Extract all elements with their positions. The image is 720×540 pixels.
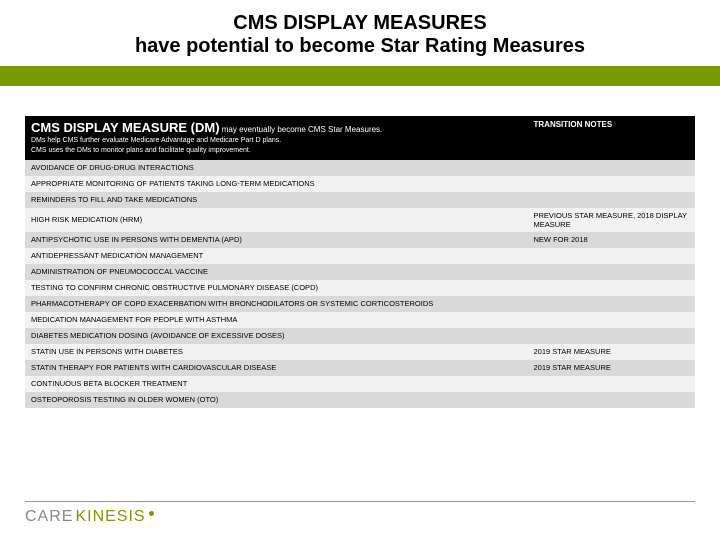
table-row: MEDICATION MANAGEMENT FOR PEOPLE WITH AS… xyxy=(25,312,695,328)
header-desc1: DMs help CMS further evaluate Medicare A… xyxy=(31,137,522,145)
footer: CARE KINESIS xyxy=(25,501,695,526)
logo: CARE KINESIS xyxy=(25,508,695,526)
footer-divider xyxy=(25,501,695,502)
measure-cell: ANTIDEPRESSANT MEDICATION MANAGEMENT xyxy=(25,248,528,264)
note-cell: 2019 STAR MEASURE xyxy=(528,344,696,360)
note-cell xyxy=(528,376,696,392)
logo-part1: CARE xyxy=(25,508,73,526)
measure-cell: CONTINUOUS BETA BLOCKER TREATMENT xyxy=(25,376,528,392)
table-row: STATIN USE IN PERSONS WITH DIABETES2019 … xyxy=(25,344,695,360)
measure-cell: MEDICATION MANAGEMENT FOR PEOPLE WITH AS… xyxy=(25,312,528,328)
logo-part2: KINESIS xyxy=(75,508,145,526)
measure-cell: PHARMACOTHERAPY OF COPD EXACERBATION WIT… xyxy=(25,296,528,312)
table-row: AVOIDANCE OF DRUG-DRUG INTERACTIONS xyxy=(25,160,695,176)
table-row: ANTIPSYCHOTIC USE IN PERSONS WITH DEMENT… xyxy=(25,232,695,248)
note-cell xyxy=(528,248,696,264)
table-body: AVOIDANCE OF DRUG-DRUG INTERACTIONSAPPRO… xyxy=(25,160,695,408)
title-block: CMS DISPLAY MEASURES have potential to b… xyxy=(0,0,720,66)
measures-table: CMS DISPLAY MEASURE (DM) may eventually … xyxy=(25,116,695,408)
table-row: OSTEOPOROSIS TESTING IN OLDER WOMEN (OTO… xyxy=(25,392,695,408)
measure-cell: OSTEOPOROSIS TESTING IN OLDER WOMEN (OTO… xyxy=(25,392,528,408)
title-line1: CMS DISPLAY MEASURES xyxy=(40,12,680,35)
header-subtitle: may eventually become CMS Star Measures. xyxy=(222,125,383,134)
note-cell xyxy=(528,280,696,296)
measure-cell: ANTIPSYCHOTIC USE IN PERSONS WITH DEMENT… xyxy=(25,232,528,248)
note-cell: NEW FOR 2018 xyxy=(528,232,696,248)
measure-cell: APPROPRIATE MONITORING OF PATIENTS TAKIN… xyxy=(25,176,528,192)
measure-cell: STATIN THERAPY FOR PATIENTS WITH CARDIOV… xyxy=(25,360,528,376)
table-header-left: CMS DISPLAY MEASURE (DM) may eventually … xyxy=(25,116,528,160)
accent-bar xyxy=(0,66,720,86)
table-row: ANTIDEPRESSANT MEDICATION MANAGEMENT xyxy=(25,248,695,264)
note-cell xyxy=(528,312,696,328)
table-row: TESTING TO CONFIRM CHRONIC OBSTRUCTIVE P… xyxy=(25,280,695,296)
measure-cell: TESTING TO CONFIRM CHRONIC OBSTRUCTIVE P… xyxy=(25,280,528,296)
table-header-right: TRANSITION NOTES xyxy=(528,116,696,160)
header-title: CMS DISPLAY MEASURE (DM) xyxy=(31,120,220,135)
title-line2: have potential to become Star Rating Mea… xyxy=(40,35,680,58)
table-row: APPROPRIATE MONITORING OF PATIENTS TAKIN… xyxy=(25,176,695,192)
header-desc2: CMS uses the DMs to monitor plans and fa… xyxy=(31,147,522,155)
measure-cell: DIABETES MEDICATION DOSING (AVOIDANCE OF… xyxy=(25,328,528,344)
note-cell xyxy=(528,192,696,208)
note-cell: PREVIOUS STAR MEASURE, 2018 DISPLAY MEAS… xyxy=(528,208,696,232)
table-container: CMS DISPLAY MEASURE (DM) may eventually … xyxy=(0,86,720,408)
logo-dot-icon xyxy=(149,511,154,516)
note-cell xyxy=(528,176,696,192)
note-cell xyxy=(528,392,696,408)
note-cell xyxy=(528,296,696,312)
note-cell xyxy=(528,264,696,280)
table-row: ADMINISTRATION OF PNEUMOCOCCAL VACCINE xyxy=(25,264,695,280)
note-cell xyxy=(528,328,696,344)
measure-cell: HIGH RISK MEDICATION (HRM) xyxy=(25,208,528,232)
measure-cell: AVOIDANCE OF DRUG-DRUG INTERACTIONS xyxy=(25,160,528,176)
table-row: HIGH RISK MEDICATION (HRM)PREVIOUS STAR … xyxy=(25,208,695,232)
measure-cell: STATIN USE IN PERSONS WITH DIABETES xyxy=(25,344,528,360)
table-row: CONTINUOUS BETA BLOCKER TREATMENT xyxy=(25,376,695,392)
note-cell: 2019 STAR MEASURE xyxy=(528,360,696,376)
measure-cell: ADMINISTRATION OF PNEUMOCOCCAL VACCINE xyxy=(25,264,528,280)
note-cell xyxy=(528,160,696,176)
table-row: DIABETES MEDICATION DOSING (AVOIDANCE OF… xyxy=(25,328,695,344)
table-row: REMINDERS TO FILL AND TAKE MEDICATIONS xyxy=(25,192,695,208)
table-row: PHARMACOTHERAPY OF COPD EXACERBATION WIT… xyxy=(25,296,695,312)
table-row: STATIN THERAPY FOR PATIENTS WITH CARDIOV… xyxy=(25,360,695,376)
measure-cell: REMINDERS TO FILL AND TAKE MEDICATIONS xyxy=(25,192,528,208)
